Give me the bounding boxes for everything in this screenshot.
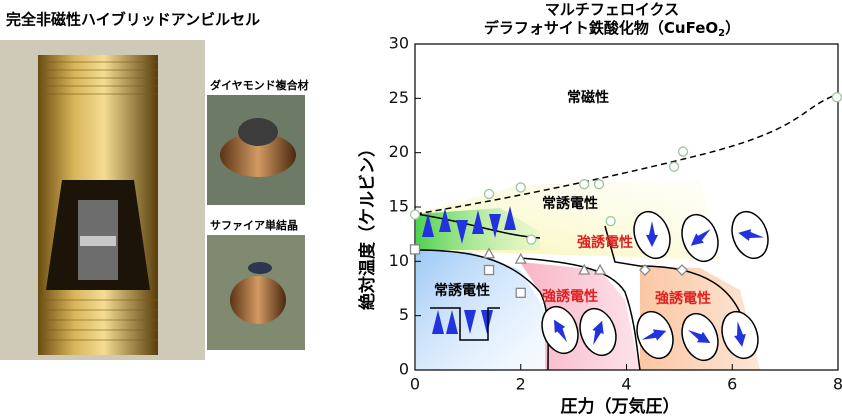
photo-part <box>220 133 296 177</box>
spin-arrow <box>504 206 516 230</box>
y-tick-label: 0 <box>399 360 409 379</box>
y-tick-label: 5 <box>399 305 409 324</box>
data-point <box>579 179 590 190</box>
data-point <box>482 247 496 259</box>
spin-arrow <box>553 319 567 343</box>
data-point <box>483 188 495 200</box>
spin-box <box>430 307 500 341</box>
x-tick-label: 2 <box>516 375 526 394</box>
spin-arrow <box>432 310 444 334</box>
photo-label: サファイア単結晶 <box>210 218 298 232</box>
spin-arrow <box>439 208 451 232</box>
spin-arrow <box>472 210 484 234</box>
spin-arrow <box>734 321 746 347</box>
spin-arrow <box>738 229 764 241</box>
photo-title: 完全非磁性ハイブリッドアンビルセル <box>6 11 260 29</box>
photo-part <box>230 276 286 324</box>
arrow-decor <box>422 206 769 362</box>
y-tick-label: 20 <box>389 142 409 161</box>
y-tick-label: 10 <box>389 251 409 270</box>
data-point <box>409 209 421 220</box>
y-axis-label: 絶対温度（ケルビン） <box>357 140 378 310</box>
spin-arrow <box>641 329 667 341</box>
data-point <box>676 264 688 276</box>
spin-arrow <box>422 213 434 237</box>
chart: マルチフェロイクス デラフォサイト鉄酸化物（CuFeO2） 圧力（万気圧） 絶対… <box>357 1 842 417</box>
data-point <box>668 161 680 172</box>
data-point <box>639 264 651 276</box>
spin-arrow <box>690 229 711 246</box>
region-label: 強誘電性 <box>655 290 711 307</box>
threads <box>38 61 158 341</box>
data-point <box>483 264 495 276</box>
region-label: 常誘電性 <box>434 282 490 299</box>
data-point <box>677 146 689 157</box>
data-point <box>515 182 526 193</box>
photo-part <box>248 262 272 274</box>
y-tick-label: 25 <box>389 88 409 107</box>
y-tick-label: 15 <box>389 197 409 216</box>
subtitle-sub: 2 <box>718 28 725 39</box>
photo-part <box>238 118 278 146</box>
spin-arrow <box>592 320 604 346</box>
x-tick-label: 6 <box>727 375 737 394</box>
x-tick-label: 4 <box>621 375 631 394</box>
spin-arrow <box>481 310 493 334</box>
region-label: 常誘電性 <box>542 195 598 212</box>
spin-arrow <box>464 310 476 334</box>
x-tick-label: 0 <box>410 375 420 394</box>
subtitle-text: デラフォサイト鉄酸化物（CuFeO <box>484 19 718 37</box>
data-point <box>593 179 605 190</box>
data-point <box>409 244 421 255</box>
data-point <box>514 252 527 264</box>
chart-title: マルチフェロイクス <box>545 1 679 19</box>
anvil-gap <box>80 236 116 246</box>
subtitle-tail: ） <box>725 19 740 37</box>
x-axis-label: 圧力（万気圧） <box>561 396 680 417</box>
region-label: 常磁性 <box>567 89 609 106</box>
spin-arrow <box>687 330 711 343</box>
y-tick-label: 30 <box>389 34 409 53</box>
chart-subtitle: デラフォサイト鉄酸化物（CuFeO2） <box>484 19 740 40</box>
spin-arrow <box>646 221 658 247</box>
region-label: 強誘電性 <box>577 234 633 251</box>
spin-arrow <box>489 214 501 238</box>
photo-label: ダイヤモンド複合材 <box>210 78 309 92</box>
region-label: 強誘電性 <box>542 288 598 305</box>
data-point <box>831 92 842 103</box>
data-point <box>515 287 526 298</box>
data-point <box>605 215 616 227</box>
data-point <box>526 234 537 245</box>
data-point <box>593 263 607 275</box>
spin-arrow <box>446 310 458 334</box>
x-tick-label: 8 <box>833 375 842 394</box>
spin-arrow <box>456 220 468 244</box>
data-point <box>578 263 591 275</box>
